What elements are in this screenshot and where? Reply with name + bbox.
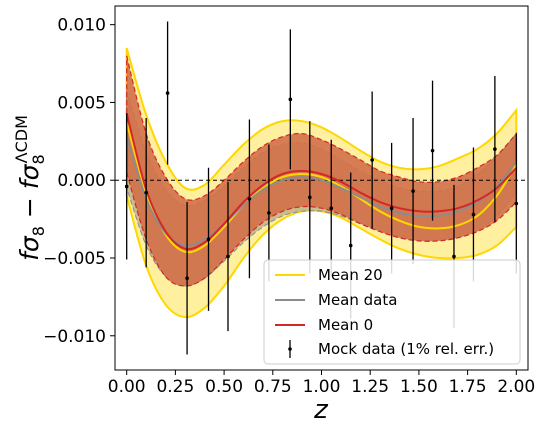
data-point bbox=[267, 211, 271, 215]
y-tick-label: 0.000 bbox=[57, 171, 106, 191]
line-mean0 bbox=[125, 113, 518, 251]
mock-data-point bbox=[206, 167, 211, 311]
data-point bbox=[165, 91, 170, 95]
mean-lines bbox=[125, 113, 518, 254]
x-tick-label: 2.00 bbox=[497, 377, 535, 397]
x-tick-label: 1.00 bbox=[303, 377, 341, 397]
data-point bbox=[247, 197, 252, 201]
data-point bbox=[308, 195, 312, 200]
confidence-bands bbox=[125, 47, 518, 319]
x-tick-label: 0.00 bbox=[108, 377, 146, 397]
data-point bbox=[389, 206, 394, 211]
mock-data-point bbox=[514, 133, 519, 274]
legend-label-mean0: Mean 0 bbox=[318, 316, 373, 334]
x-axis-label: z bbox=[313, 395, 329, 425]
data-point bbox=[411, 189, 415, 193]
mock-data-point bbox=[226, 181, 230, 332]
legend-label-meandata: Mean data bbox=[318, 291, 397, 309]
x-tick-label: 1.75 bbox=[449, 377, 487, 397]
y-axis-label: fσ8 − fσ8ΛCDM bbox=[12, 115, 48, 261]
data-point bbox=[430, 148, 435, 153]
y-tick-label: 0.010 bbox=[57, 16, 106, 36]
mock-data-point bbox=[430, 80, 435, 221]
data-point bbox=[452, 254, 456, 259]
mock-data-points bbox=[124, 21, 519, 355]
legend-label-mean20: Mean 20 bbox=[318, 266, 383, 284]
mock-data-point bbox=[185, 202, 189, 355]
mock-data-point bbox=[144, 118, 148, 268]
x-axis-ticks: 0.00 0.25 0.50 0.75 1.00 1.25 1.50 1.75 2.00 bbox=[108, 370, 535, 397]
mock-data-point bbox=[411, 118, 415, 265]
mock-data-point bbox=[370, 91, 374, 229]
x-tick-label: 1.25 bbox=[351, 377, 389, 397]
mock-data-point bbox=[124, 113, 129, 260]
mock-data-point bbox=[329, 139, 334, 277]
x-tick-label: 1.50 bbox=[400, 377, 438, 397]
data-point bbox=[471, 212, 476, 217]
x-tick-label: 0.75 bbox=[254, 377, 292, 397]
mock-data-point bbox=[471, 147, 476, 282]
data-point bbox=[370, 158, 374, 162]
legend-box bbox=[263, 259, 521, 365]
band-mean0 bbox=[126, 55, 517, 287]
mock-data-point bbox=[288, 29, 293, 170]
line-meandata bbox=[125, 136, 518, 247]
mock-data-point bbox=[267, 144, 271, 282]
y-tick-label: −0.005 bbox=[43, 249, 106, 269]
y-tick-label: −0.010 bbox=[43, 327, 106, 347]
y-axis-ticks: −0.010 −0.005 0.000 0.005 0.010 bbox=[43, 16, 115, 347]
data-point bbox=[206, 237, 211, 242]
data-point bbox=[226, 254, 230, 259]
data-point bbox=[144, 190, 148, 195]
data-point bbox=[329, 206, 334, 211]
mock-data-point bbox=[165, 21, 170, 165]
legend: Mean 20 Mean data Mean 0 Mock data (1% r… bbox=[263, 259, 521, 365]
line-mean20 bbox=[125, 122, 518, 254]
data-point bbox=[288, 97, 293, 102]
data-point bbox=[185, 276, 189, 281]
legend-label-mockdata: Mock data (1% rel. err.) bbox=[318, 340, 494, 358]
mock-data-point bbox=[247, 119, 252, 279]
y-tick-label: 0.005 bbox=[57, 93, 106, 113]
x-tick-label: 0.25 bbox=[156, 377, 194, 397]
mock-data-point bbox=[493, 76, 497, 223]
mock-data-point bbox=[389, 142, 394, 274]
data-point bbox=[348, 243, 353, 248]
mock-data-point bbox=[308, 121, 312, 274]
legend-swatch-mockdata-dot bbox=[288, 347, 292, 351]
data-point bbox=[493, 147, 497, 151]
data-point bbox=[514, 201, 519, 206]
x-tick-label: 0.50 bbox=[205, 377, 243, 397]
data-point bbox=[124, 184, 129, 189]
